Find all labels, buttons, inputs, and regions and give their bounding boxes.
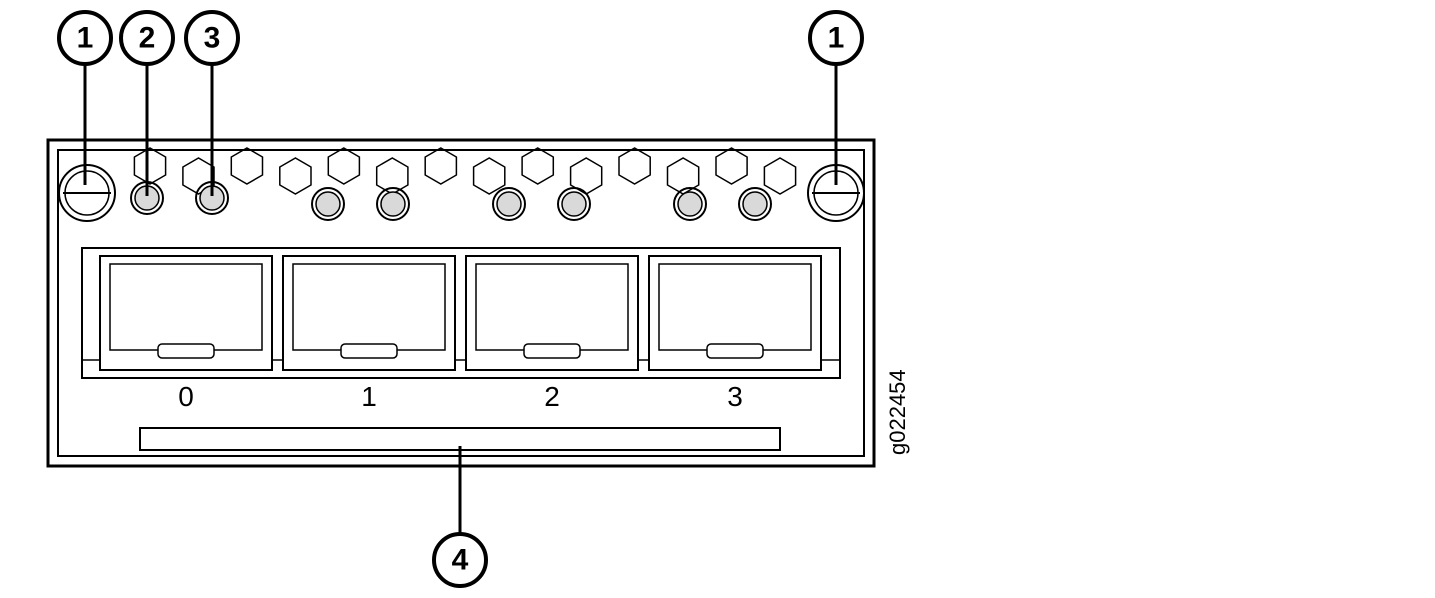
vent-hex <box>231 148 262 184</box>
part-number: g022454 <box>885 369 910 455</box>
callout-label: 4 <box>452 544 469 577</box>
vent-hex <box>764 158 795 194</box>
vent-hex <box>716 148 747 184</box>
vent-hex <box>474 158 505 194</box>
vent-hex <box>134 148 165 184</box>
callout-label: 1 <box>828 22 845 55</box>
status-led <box>739 188 771 220</box>
port-label: 0 <box>178 381 194 412</box>
vent-hex <box>328 148 359 184</box>
callout: 1 <box>59 12 111 64</box>
sfp-port <box>100 256 272 370</box>
vent-hex <box>522 148 553 184</box>
diagram-canvas: 0 1 2 3 1 2 3 1 4 g022454 <box>0 0 1435 598</box>
callout: 2 <box>121 12 173 64</box>
port-latch <box>341 344 397 358</box>
callout-label: 2 <box>139 22 156 55</box>
port-label: 2 <box>544 381 560 412</box>
callout: 1 <box>810 12 862 64</box>
vent-hex <box>425 148 456 184</box>
port-latch <box>158 344 214 358</box>
vent-hex <box>280 158 311 194</box>
status-led <box>377 188 409 220</box>
port-latch <box>524 344 580 358</box>
status-led <box>558 188 590 220</box>
status-led <box>493 188 525 220</box>
captive-screw <box>59 165 115 221</box>
port-label: 1 <box>361 381 377 412</box>
callout-label: 3 <box>204 22 221 55</box>
port-latch <box>707 344 763 358</box>
status-led <box>674 188 706 220</box>
vent-hex <box>619 148 650 184</box>
sfp-port <box>283 256 455 370</box>
callout: 3 <box>186 12 238 64</box>
status-led <box>312 188 344 220</box>
sfp-port <box>466 256 638 370</box>
port-label: 3 <box>727 381 743 412</box>
sfp-port <box>649 256 821 370</box>
callout-label: 1 <box>77 22 94 55</box>
callout: 4 <box>434 534 486 586</box>
